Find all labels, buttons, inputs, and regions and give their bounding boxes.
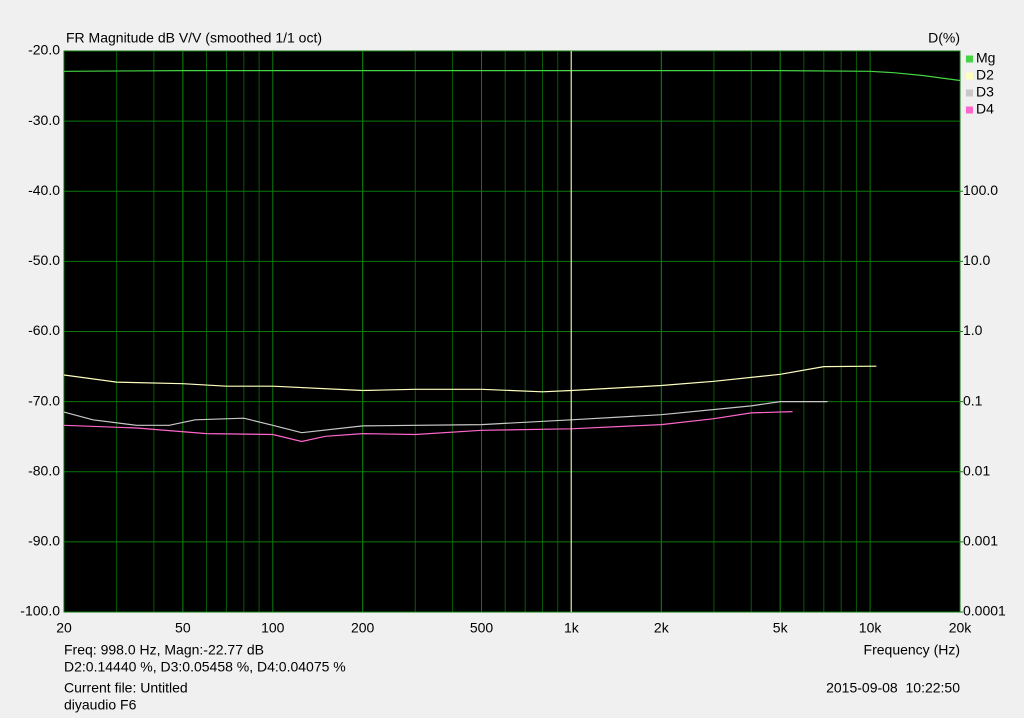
y2-title: D(%): [928, 30, 960, 46]
y-tick-label: -20.0: [28, 42, 60, 58]
y-tick-label: -80.0: [28, 462, 60, 478]
x-tick-label: 100: [261, 620, 285, 636]
x-tick-label: 20k: [949, 620, 973, 636]
y2-tick-label: 0.1: [963, 392, 983, 408]
legend-label: D2: [976, 67, 994, 83]
legend-label: D3: [976, 84, 994, 100]
plot-border: [63, 50, 961, 613]
legend-label: Mg: [976, 50, 995, 66]
y-tick-label: -100.0: [20, 603, 60, 619]
series-line: [63, 365, 877, 393]
y2-tick-label: 0.01: [963, 462, 990, 478]
x-tick-label: 200: [351, 620, 375, 636]
readout-line: D2:0.14440 %, D3:0.05458 %, D4:0.04075 %: [64, 659, 346, 675]
legend-swatch: [966, 106, 973, 114]
x-tick-label: 1k: [564, 620, 580, 636]
x-tick-label: 20: [56, 620, 72, 636]
note-label: diyaudio F6: [64, 697, 137, 713]
y2-tick-label: 0.001: [963, 533, 998, 549]
y-tick-label: -60.0: [28, 322, 60, 338]
series-line: [63, 401, 828, 434]
x-axis-label: Frequency (Hz): [864, 642, 960, 658]
y2-tick-label: 0.0001: [963, 603, 1006, 619]
readout-line: Freq: 998.0 Hz, Magn:-22.77 dB: [64, 642, 264, 658]
y2-tick-label: 10.0: [963, 252, 990, 268]
series-line: [63, 70, 961, 82]
x-tick-label: 5k: [773, 620, 789, 636]
legend-swatch: [966, 89, 973, 97]
legend-label: D4: [976, 101, 994, 117]
x-tick-label: 2k: [654, 620, 670, 636]
legend-swatch: [966, 55, 973, 63]
y-tick-label: -50.0: [28, 252, 60, 268]
y2-tick-label: 1.0: [963, 322, 983, 338]
y-tick-label: -40.0: [28, 182, 60, 198]
series-line: [63, 411, 793, 443]
x-tick-label: 10k: [859, 620, 883, 636]
x-tick-label: 500: [470, 620, 494, 636]
timestamp: 2015-09-08 10:22:50: [826, 680, 960, 696]
legend-swatch: [966, 72, 973, 80]
y-tick-label: -70.0: [28, 392, 60, 408]
y2-tick-label: 100.0: [963, 182, 998, 198]
x-tick-label: 50: [175, 620, 191, 636]
file-label: Current file: Untitled: [64, 680, 188, 696]
y-tick-label: -90.0: [28, 533, 60, 549]
chart-title: FR Magnitude dB V/V (smoothed 1/1 oct): [66, 30, 322, 46]
y-tick-label: -30.0: [28, 112, 60, 128]
